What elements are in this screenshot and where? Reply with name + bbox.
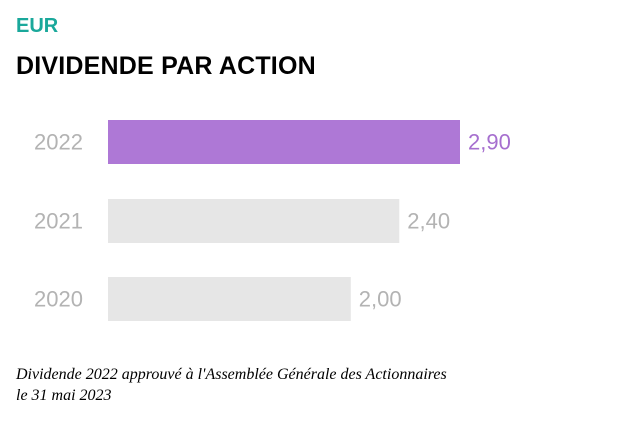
footnote-line-2: le 31 mai 2023 (16, 387, 112, 404)
footnote-line-1: Dividende 2022 approuvé à l'Assemblée Gé… (16, 366, 447, 383)
value-label-2022: 2,90 (468, 130, 511, 155)
category-label-2022: 2022 (34, 130, 83, 155)
bar-2021 (108, 199, 400, 243)
chart-title: DIVIDENDE PAR ACTION (16, 52, 316, 80)
bar-2020 (108, 277, 351, 321)
unit-label: EUR (16, 15, 59, 37)
bar-chart: 2022 2,90 2021 2,40 2020 2,00 (34, 120, 511, 321)
value-label-2021: 2,40 (407, 209, 450, 234)
value-label-2020: 2,00 (359, 287, 402, 312)
category-label-2021: 2021 (34, 209, 83, 234)
category-label-2020: 2020 (34, 287, 83, 312)
bar-2022 (108, 120, 460, 164)
bars-layer: 2022 2,90 2021 2,40 2020 2,00 (34, 120, 511, 321)
footnote: Dividende 2022 approuvé à l'Assemblée Gé… (16, 364, 616, 406)
